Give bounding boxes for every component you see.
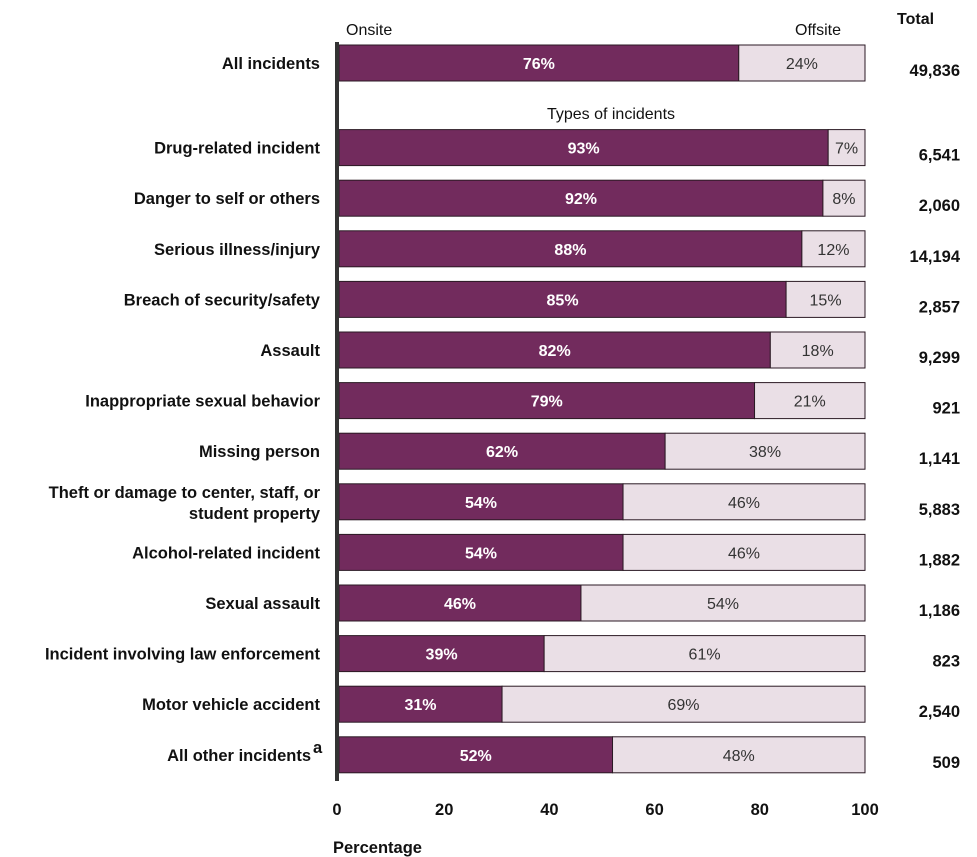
offsite-value-label: 46% — [728, 495, 760, 512]
bar-onsite — [338, 685, 503, 723]
category-label: Missing person — [199, 443, 320, 461]
onsite-value-label: 76% — [523, 56, 555, 73]
bar-onsite — [338, 382, 756, 420]
bar-offsite — [580, 584, 866, 622]
offsite-value-label: 18% — [802, 343, 834, 360]
bar-onsite — [338, 179, 824, 217]
category-label: Breach of security/safety — [124, 291, 321, 309]
x-tick-label: 20 — [435, 801, 453, 819]
category-label: Incident involving law enforcement — [45, 646, 321, 664]
onsite-value-label: 88% — [554, 242, 586, 259]
total-value-label: 509 — [932, 754, 960, 772]
onsite-value-label: 46% — [444, 596, 476, 613]
category-label: Theft or damage to center, staff, or — [49, 484, 321, 502]
category-label: Sexual assault — [205, 595, 320, 613]
bar-offsite — [543, 635, 866, 673]
category-label: All other incidents — [167, 747, 311, 765]
total-value-label: 1,141 — [919, 450, 960, 468]
offsite-value-label: 12% — [817, 242, 849, 259]
onsite-value-label: 82% — [539, 343, 571, 360]
offsite-header: Offsite — [795, 22, 841, 39]
offsite-value-label: 15% — [810, 292, 842, 309]
total-value-label: 14,194 — [910, 248, 961, 266]
bar-onsite — [338, 44, 740, 82]
y-axis-line — [335, 42, 339, 781]
bar-offsite — [769, 331, 866, 369]
onsite-value-label: 85% — [547, 292, 579, 309]
onsite-value-label: 52% — [460, 748, 492, 765]
group-header: Types of incidents — [547, 106, 675, 123]
total-value-label: 6,541 — [919, 147, 960, 165]
category-label: Inappropriate sexual behavior — [85, 393, 320, 411]
onsite-header: Onsite — [346, 22, 392, 39]
onsite-value-label: 92% — [565, 191, 597, 208]
onsite-value-label: 54% — [465, 545, 497, 562]
bar-offsite — [822, 179, 866, 217]
category-label: All incidents — [222, 55, 320, 73]
total-value-label: 2,540 — [919, 703, 960, 721]
labels-layer: 76% 24% All incidents 49,836 93% 7% Drug-relat… — [45, 55, 961, 772]
offsite-value-label: 38% — [749, 444, 781, 461]
x-tick-label: 60 — [645, 801, 663, 819]
bar-offsite — [622, 533, 866, 571]
onsite-value-label: 31% — [405, 697, 437, 714]
bar-offsite — [827, 129, 866, 167]
category-label: Drug-related incident — [154, 140, 320, 158]
total-value-label: 5,883 — [919, 501, 960, 519]
total-value-label: 9,299 — [919, 349, 960, 367]
total-value-label: 49,836 — [910, 62, 960, 80]
offsite-value-label: 61% — [689, 647, 721, 664]
onsite-value-label: 54% — [465, 495, 497, 512]
category-label: Serious illness/injury — [154, 241, 321, 259]
offsite-value-label: 24% — [786, 56, 818, 73]
total-value-label: 2,060 — [919, 197, 960, 215]
offsite-value-label: 54% — [707, 596, 739, 613]
offsite-value-label: 7% — [835, 141, 858, 158]
offsite-value-label: 8% — [832, 191, 855, 208]
bar-onsite — [338, 533, 624, 571]
bar-offsite — [785, 280, 866, 318]
bars-layer — [338, 44, 866, 774]
category-label-superscript: a — [313, 739, 323, 757]
bar-onsite — [338, 129, 829, 167]
x-axis-title: Percentage — [333, 839, 422, 857]
offsite-value-label: 48% — [723, 748, 755, 765]
offsite-value-label: 46% — [728, 545, 760, 562]
total-value-label: 1,882 — [919, 551, 960, 569]
ticks-layer: 0 20 40 60 80 100 — [332, 801, 878, 819]
bar-onsite — [338, 736, 614, 774]
x-tick-label: 0 — [332, 801, 341, 819]
bar-offsite — [664, 432, 866, 470]
offsite-value-label: 21% — [794, 394, 826, 411]
onsite-value-label: 39% — [426, 647, 458, 664]
bar-offsite — [801, 230, 866, 268]
onsite-value-label: 62% — [486, 444, 518, 461]
bar-offsite — [612, 736, 866, 774]
total-value-label: 921 — [932, 400, 960, 418]
onsite-value-label: 79% — [531, 394, 563, 411]
bar-onsite — [338, 230, 803, 268]
bar-onsite — [338, 584, 582, 622]
bar-offsite — [738, 44, 866, 82]
onsite-value-label: 93% — [568, 141, 600, 158]
total-value-label: 2,857 — [919, 298, 960, 316]
offsite-value-label: 69% — [668, 697, 700, 714]
category-label: Assault — [260, 342, 320, 360]
x-tick-label: 80 — [751, 801, 769, 819]
bar-onsite — [338, 635, 545, 673]
bar-offsite — [622, 483, 866, 521]
total-value-label: 1,186 — [919, 602, 960, 620]
total-value-label: 823 — [932, 653, 960, 671]
category-label: Alcohol-related incident — [132, 544, 320, 562]
category-label: student property — [189, 505, 321, 523]
total-header: Total — [897, 11, 934, 28]
x-tick-label: 100 — [851, 801, 879, 819]
category-label: Danger to self or others — [134, 190, 320, 208]
bar-offsite — [754, 382, 866, 420]
category-label: Motor vehicle accident — [142, 696, 320, 714]
x-tick-label: 40 — [540, 801, 558, 819]
bar-offsite — [501, 685, 866, 723]
